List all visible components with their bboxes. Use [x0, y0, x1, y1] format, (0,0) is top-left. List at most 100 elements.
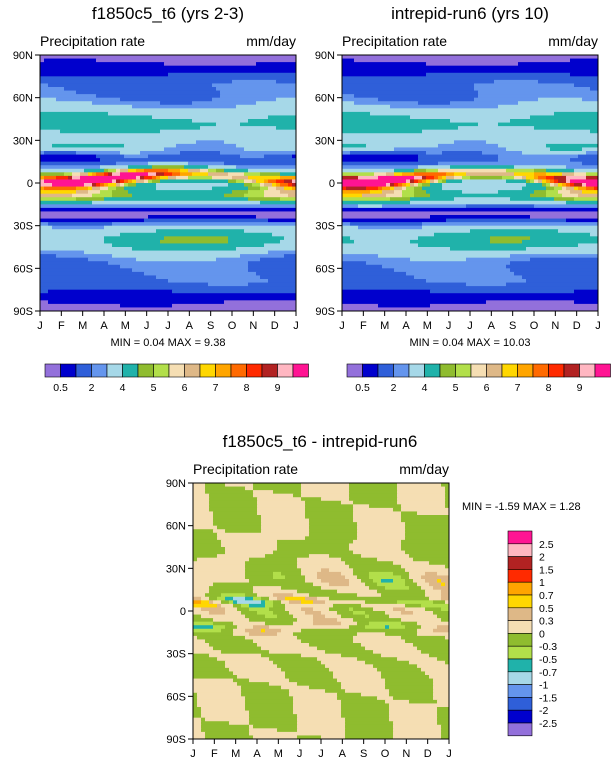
contour-cell [120, 179, 125, 184]
contour-cell [40, 65, 296, 70]
contour-cell [277, 547, 350, 552]
contour-cell [216, 168, 225, 173]
contour-cell [144, 175, 153, 181]
contour-cell [353, 511, 402, 516]
contour-cell [401, 539, 449, 545]
x-tick-label: J [595, 320, 601, 332]
contour-cell [48, 83, 213, 88]
contour-cell [401, 515, 449, 520]
contour-cell [554, 111, 598, 117]
x-tick-label: J [446, 748, 452, 760]
contour-cell [249, 579, 306, 584]
contour-cell [342, 94, 355, 99]
contour-cell [136, 257, 217, 262]
contour-cell [313, 618, 338, 623]
contour-cell [470, 175, 503, 181]
contour-cell [168, 72, 296, 77]
contour-cell [437, 717, 449, 722]
contour-cell [354, 58, 571, 63]
panel-test-stats: MIN = 0.04 MAX = 10.03 [409, 337, 530, 349]
contour-cell [538, 97, 583, 102]
contour-cell [293, 703, 342, 708]
contour-cell [108, 183, 117, 188]
contour-cell [337, 589, 378, 594]
legend-swatch [408, 363, 425, 378]
contour-cell [390, 183, 395, 188]
contour-cell [68, 175, 73, 181]
contour-cell [221, 600, 230, 605]
contour-cell [422, 222, 598, 227]
contour-cell [342, 261, 367, 266]
contour-cell [40, 293, 296, 298]
contour-cell [357, 529, 406, 534]
contour-cell [269, 596, 278, 601]
contour-cell [40, 303, 121, 309]
contour-cell [217, 532, 310, 537]
contour-cell [201, 717, 206, 722]
contour-cell [257, 497, 302, 502]
contour-cell [350, 222, 423, 227]
contour-cell [546, 183, 551, 188]
contour-cell [96, 58, 296, 63]
contour-cell [112, 190, 129, 195]
contour-cell [586, 175, 598, 181]
contour-cell [566, 165, 598, 170]
contour-cell [188, 168, 201, 173]
legend-swatch [75, 363, 92, 378]
contour-cell [305, 536, 358, 541]
x-tick-label: D [271, 320, 279, 332]
contour-cell [233, 632, 250, 637]
contour-cell [193, 600, 202, 605]
contour-cell [566, 183, 571, 188]
contour-cell [193, 618, 214, 623]
contour-cell [193, 696, 198, 701]
contour-cell [430, 179, 435, 184]
contour-cell [40, 79, 233, 85]
x-tick-label: J [446, 320, 452, 332]
contour-cell [260, 186, 269, 191]
contour-cell [297, 714, 342, 719]
contour-cell [76, 151, 121, 156]
contour-cell [76, 190, 89, 195]
contour-cell [156, 186, 213, 191]
contour-cell [445, 486, 449, 491]
contour-cell [342, 136, 598, 141]
contour-cell [193, 518, 214, 523]
y-tick-label: 90N [166, 478, 186, 490]
contour-cell [341, 614, 366, 619]
contour-cell [180, 172, 193, 177]
contour-cell [261, 518, 310, 523]
contour-cell [256, 215, 296, 220]
contour-cell [578, 193, 598, 198]
contour-cell [213, 625, 226, 630]
contour-cell [329, 554, 362, 559]
x-tick-label: O [530, 320, 539, 332]
contour-cell [425, 671, 449, 676]
contour-cell [554, 186, 563, 191]
contour-cell [245, 635, 298, 641]
contour-cell [490, 239, 523, 245]
contour-cell [248, 264, 296, 269]
x-tick-label: J [190, 748, 196, 760]
contour-cell [188, 175, 213, 181]
contour-cell [342, 204, 359, 209]
contour-cell [100, 165, 129, 170]
contour-cell [116, 179, 121, 184]
contour-cell [164, 62, 257, 67]
contour-cell [426, 151, 443, 156]
contour-cell [168, 279, 269, 284]
contour-cell [297, 589, 338, 594]
contour-cell [261, 646, 318, 651]
contour-cell [514, 172, 535, 177]
contour-cell [417, 628, 434, 633]
contour-cell [378, 175, 415, 181]
contour-cell [406, 183, 411, 188]
contour-cell [136, 175, 141, 181]
contour-cell [228, 183, 245, 188]
contour-cell [410, 257, 467, 262]
contour-cell [426, 190, 463, 195]
contour-cell [425, 579, 438, 584]
contour-cell [213, 518, 262, 523]
contour-cell [446, 179, 463, 184]
contour-cell [217, 554, 266, 559]
